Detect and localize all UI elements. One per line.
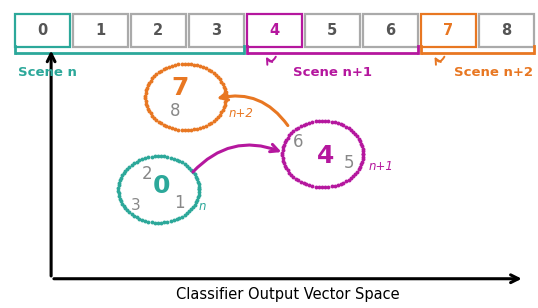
- Text: 6: 6: [293, 133, 304, 151]
- FancyBboxPatch shape: [363, 14, 417, 47]
- Text: Scene n: Scene n: [18, 66, 76, 79]
- Text: 5: 5: [343, 154, 354, 172]
- Text: 3: 3: [211, 23, 222, 38]
- FancyBboxPatch shape: [479, 14, 534, 47]
- FancyBboxPatch shape: [247, 14, 302, 47]
- Text: n: n: [199, 200, 207, 213]
- Text: n+1: n+1: [369, 160, 393, 173]
- Text: n+2: n+2: [229, 107, 253, 120]
- FancyBboxPatch shape: [15, 14, 70, 47]
- FancyBboxPatch shape: [131, 14, 186, 47]
- Text: 8: 8: [501, 23, 512, 38]
- Text: 8: 8: [169, 102, 180, 120]
- Text: 0: 0: [37, 23, 47, 38]
- Text: 5: 5: [327, 23, 337, 38]
- Text: 6: 6: [385, 23, 395, 38]
- FancyBboxPatch shape: [421, 14, 476, 47]
- Text: 1: 1: [95, 23, 105, 38]
- FancyBboxPatch shape: [73, 14, 128, 47]
- FancyBboxPatch shape: [189, 14, 244, 47]
- Text: 2: 2: [153, 23, 164, 38]
- Text: Scene n+1: Scene n+1: [293, 66, 372, 79]
- Text: 2: 2: [141, 165, 152, 183]
- Text: 4: 4: [270, 23, 279, 38]
- Text: Scene n+2: Scene n+2: [454, 66, 533, 79]
- FancyBboxPatch shape: [305, 14, 360, 47]
- Text: 1: 1: [174, 194, 185, 212]
- Text: 7: 7: [172, 76, 189, 100]
- Text: 3: 3: [131, 198, 141, 213]
- Text: Classifier Output Vector Space: Classifier Output Vector Space: [176, 287, 400, 302]
- Text: 0: 0: [153, 174, 170, 198]
- Text: 7: 7: [443, 23, 454, 38]
- Text: 4: 4: [317, 144, 334, 168]
